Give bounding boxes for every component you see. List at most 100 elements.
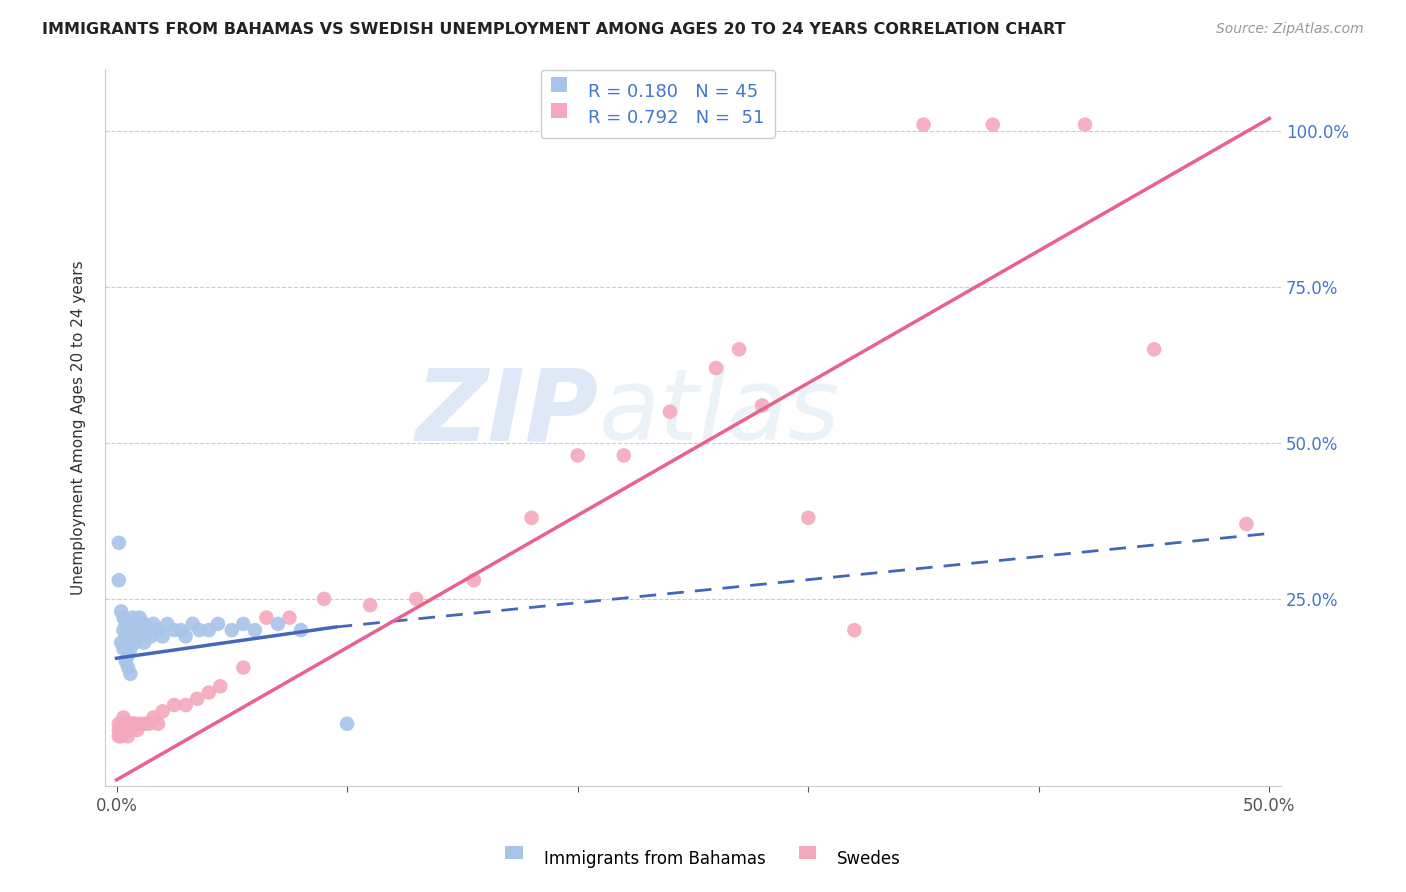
Point [278, 610, 301, 624]
Point [117, 723, 139, 737]
Point [912, 118, 935, 132]
Point [197, 623, 219, 637]
Point [120, 666, 142, 681]
Point [209, 679, 232, 693]
Point [170, 623, 193, 637]
Point [117, 660, 139, 674]
Point [121, 629, 143, 643]
Text: Source: ZipAtlas.com: Source: ZipAtlas.com [1216, 22, 1364, 37]
Point [146, 623, 169, 637]
Point [146, 716, 169, 731]
Point [134, 716, 156, 731]
Point [124, 635, 146, 649]
Point [127, 723, 149, 737]
Point [138, 716, 160, 731]
Point [108, 729, 131, 743]
Point [142, 710, 165, 724]
Point [128, 629, 150, 643]
Point [613, 449, 636, 463]
Point [188, 623, 211, 637]
Point [112, 610, 135, 624]
Point [197, 685, 219, 699]
Point [232, 616, 254, 631]
Point [243, 623, 266, 637]
Text: ZIP: ZIP [416, 365, 599, 461]
Point [207, 616, 229, 631]
Point [138, 623, 160, 637]
Point [1074, 118, 1097, 132]
Point [112, 710, 135, 724]
Point [127, 623, 149, 637]
Point [163, 698, 186, 712]
Point [336, 716, 359, 731]
Point [174, 698, 197, 712]
Point [254, 610, 277, 624]
Point [110, 635, 132, 649]
Point [117, 648, 139, 662]
Point [117, 635, 139, 649]
Point [844, 623, 866, 637]
Point [117, 716, 139, 731]
Point [110, 723, 132, 737]
Point [751, 399, 773, 413]
Point [134, 635, 156, 649]
Point [463, 573, 485, 587]
Point [405, 591, 427, 606]
Legend: Immigrants from Bahamas, Swedes: Immigrants from Bahamas, Swedes [499, 843, 907, 875]
Point [520, 511, 543, 525]
Point [1234, 517, 1257, 532]
Point [108, 573, 131, 587]
Point [221, 623, 243, 637]
Point [108, 723, 131, 737]
Point [981, 118, 1004, 132]
Point [186, 691, 208, 706]
Point [134, 616, 156, 631]
Point [312, 591, 335, 606]
Point [174, 629, 197, 643]
Legend: R = 0.180   N = 45, R = 0.792   N =  51: R = 0.180 N = 45, R = 0.792 N = 51 [541, 70, 775, 138]
Point [181, 616, 204, 631]
Point [121, 610, 143, 624]
Point [152, 629, 174, 643]
Y-axis label: Unemployment Among Ages 20 to 24 years: Unemployment Among Ages 20 to 24 years [72, 260, 86, 595]
Point [120, 716, 142, 731]
Point [128, 716, 150, 731]
Point [120, 641, 142, 656]
Point [139, 629, 162, 643]
Point [359, 598, 381, 612]
Point [114, 716, 136, 731]
Point [112, 716, 135, 731]
Point [114, 654, 136, 668]
Point [114, 629, 136, 643]
Point [142, 616, 165, 631]
Point [232, 660, 254, 674]
Point [108, 535, 131, 549]
Text: atlas: atlas [599, 365, 841, 461]
Point [128, 610, 150, 624]
Point [112, 723, 135, 737]
Point [728, 343, 751, 357]
Point [108, 716, 131, 731]
Point [110, 604, 132, 618]
Point [156, 616, 179, 631]
Point [152, 704, 174, 718]
Point [797, 511, 820, 525]
Point [110, 729, 132, 743]
Point [120, 629, 142, 643]
Point [117, 623, 139, 637]
Point [124, 616, 146, 631]
Point [112, 641, 135, 656]
Point [112, 623, 135, 637]
Point [658, 405, 681, 419]
Point [114, 616, 136, 631]
Point [567, 449, 589, 463]
Point [290, 623, 312, 637]
Point [704, 361, 727, 376]
Point [120, 723, 142, 737]
Point [124, 716, 146, 731]
Point [267, 616, 290, 631]
Point [163, 623, 186, 637]
Point [114, 723, 136, 737]
Point [121, 716, 143, 731]
Point [117, 729, 139, 743]
